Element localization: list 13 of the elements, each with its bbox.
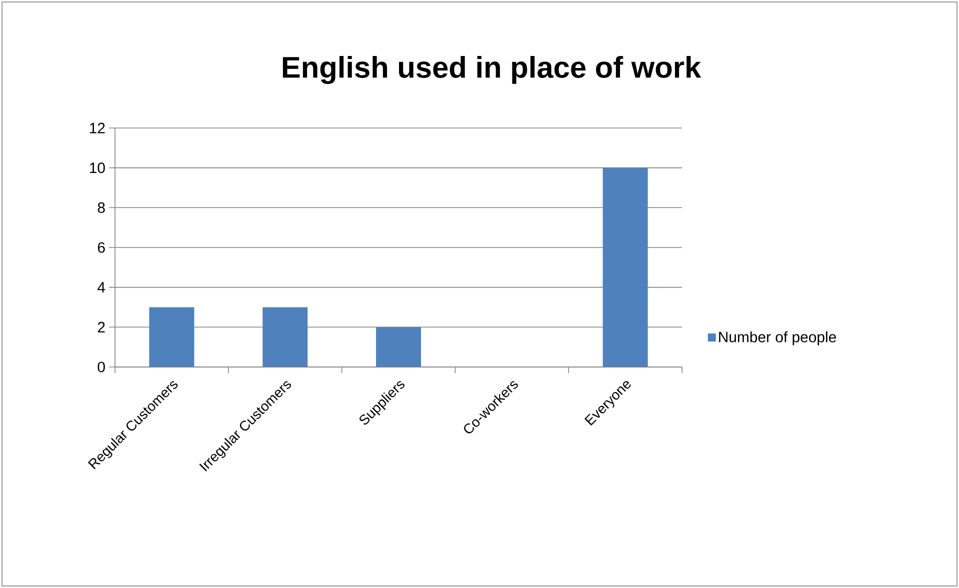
- y-tick-label: 0: [98, 362, 105, 372]
- bar: [376, 327, 422, 367]
- legend-label: Number of people: [719, 331, 836, 346]
- y-tick-label: 8: [98, 202, 105, 213]
- y-tick-label: 12: [90, 122, 105, 134]
- y-tick-label: 2: [98, 322, 105, 332]
- y-tick-label: 10: [90, 162, 105, 174]
- y-tick-label: 4: [98, 282, 106, 292]
- bar: [262, 307, 308, 367]
- bar: [149, 307, 194, 367]
- chart-title: English used in place of work: [282, 56, 702, 84]
- y-tick-label: 6: [98, 242, 105, 253]
- bar: [602, 168, 648, 367]
